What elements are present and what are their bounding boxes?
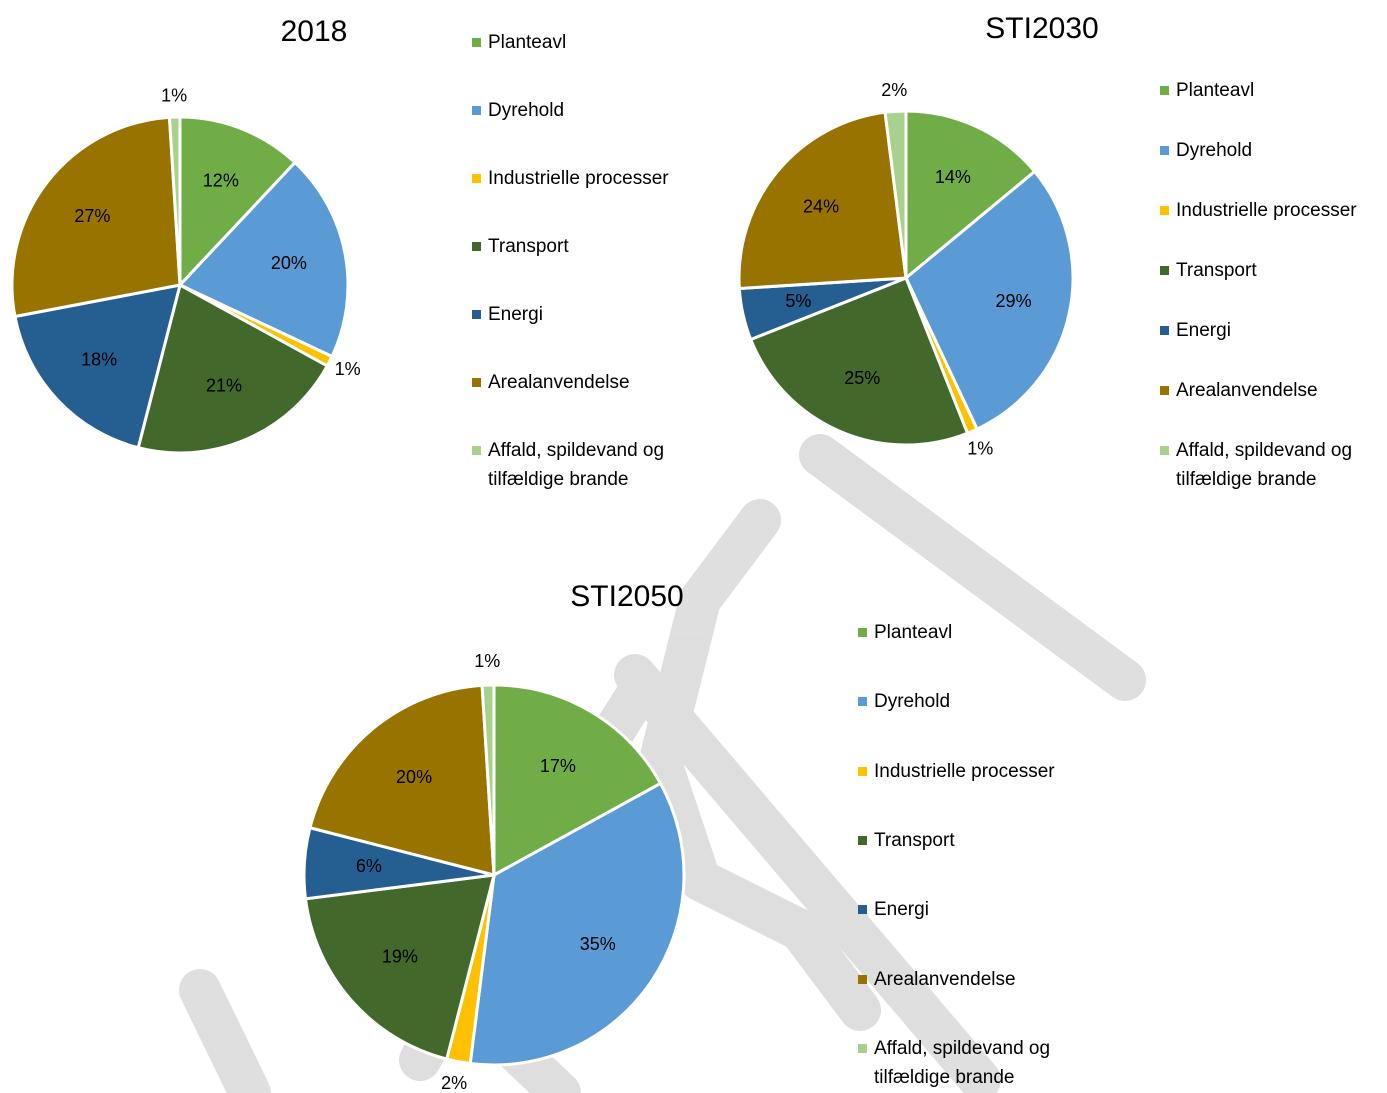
pie-slice bbox=[883, 109, 908, 279]
data-label: 24% bbox=[803, 196, 839, 216]
pie-slice bbox=[167, 115, 182, 286]
pie-slice bbox=[10, 115, 182, 319]
data-label: 1% bbox=[967, 438, 993, 458]
data-label: 2% bbox=[881, 80, 907, 100]
legend-swatch bbox=[858, 1043, 867, 1053]
chart-title: 2018 bbox=[281, 15, 348, 48]
pie-slice bbox=[303, 873, 497, 1061]
legend-swatch bbox=[1160, 206, 1169, 215]
pie-slice bbox=[468, 781, 686, 1067]
data-label: 17% bbox=[540, 756, 576, 776]
data-label: 1% bbox=[161, 86, 187, 106]
chart-title: STI2050 bbox=[570, 580, 683, 613]
data-label: 1% bbox=[335, 359, 361, 379]
chart-title: STI2030 bbox=[985, 12, 1098, 45]
legend-label: Industrielle processer bbox=[488, 168, 669, 189]
data-label: 19% bbox=[382, 947, 418, 967]
legend-swatch bbox=[1160, 326, 1169, 335]
legend-label: Transport bbox=[874, 829, 955, 851]
pie-slice bbox=[492, 683, 663, 878]
legend-label: Dyrehold bbox=[874, 691, 951, 713]
data-label: 25% bbox=[844, 368, 880, 388]
pie-slice bbox=[480, 683, 496, 876]
legend-swatch bbox=[472, 378, 481, 387]
legend-swatch bbox=[1160, 266, 1169, 275]
legend-label: Arealanvendelse bbox=[1176, 380, 1318, 401]
legend-label: Industrielle processer bbox=[874, 760, 1055, 782]
legend-label: Planteavl bbox=[874, 622, 953, 643]
legend-label: Dyrehold bbox=[488, 100, 565, 121]
legend-label: Affald, spildevand og tilfældige brande bbox=[874, 1037, 1051, 1088]
legend-swatch bbox=[472, 242, 481, 251]
legend-label: Dyrehold bbox=[1176, 140, 1253, 161]
data-label: 29% bbox=[996, 291, 1032, 311]
legend-label: Arealanvendelse bbox=[874, 968, 1016, 990]
legend-swatch bbox=[858, 697, 867, 707]
legend-swatch bbox=[1160, 446, 1169, 455]
legend-label: Planteavl bbox=[1176, 80, 1255, 101]
data-label: 6% bbox=[356, 856, 382, 876]
pie-slice bbox=[737, 110, 908, 291]
data-label: 14% bbox=[935, 167, 971, 187]
legend-label: Energi bbox=[488, 304, 543, 325]
pie-slice bbox=[177, 160, 350, 359]
data-label: 5% bbox=[785, 291, 811, 311]
pie-slice bbox=[13, 283, 183, 450]
data-label: 21% bbox=[206, 376, 242, 396]
legend-swatch bbox=[472, 446, 481, 455]
legend-label: Energi bbox=[874, 899, 929, 921]
pie-slice bbox=[904, 109, 1037, 282]
legend-swatch bbox=[858, 766, 867, 776]
legend-swatch bbox=[1160, 146, 1169, 155]
data-label: 2% bbox=[441, 1073, 467, 1093]
data-label: 1% bbox=[474, 651, 500, 671]
pie-slice bbox=[748, 276, 970, 447]
legend-label: Arealanvendelse bbox=[488, 372, 630, 393]
legend-swatch bbox=[858, 628, 867, 637]
legend-label: Transport bbox=[488, 236, 569, 257]
legend-label: Affald, spildevand og tilfældige brande bbox=[488, 440, 665, 490]
pie-slice bbox=[308, 683, 496, 877]
legend-label: Transport bbox=[1176, 260, 1257, 281]
data-label: 20% bbox=[396, 767, 432, 787]
legend-label: Planteavl bbox=[488, 32, 567, 53]
data-label: 35% bbox=[580, 934, 616, 954]
legend-swatch bbox=[472, 310, 481, 319]
legend-swatch bbox=[472, 38, 481, 47]
legend-swatch bbox=[858, 835, 867, 845]
data-label: 27% bbox=[74, 206, 110, 226]
legend-label: Energi bbox=[1176, 320, 1231, 341]
pie-slice bbox=[136, 282, 330, 455]
legend-label: Affald, spildevand og tilfældige brande bbox=[1176, 440, 1353, 490]
legend-swatch bbox=[1160, 386, 1169, 395]
legend-swatch bbox=[858, 905, 867, 915]
legend-label: Industrielle processer bbox=[1176, 200, 1357, 221]
data-label: 12% bbox=[203, 171, 239, 191]
legend-swatch bbox=[472, 174, 481, 183]
data-label: 18% bbox=[81, 350, 117, 370]
legend-swatch bbox=[858, 974, 867, 984]
pie-slice bbox=[178, 115, 298, 289]
data-label: 20% bbox=[271, 253, 307, 273]
legend-swatch bbox=[1160, 86, 1169, 95]
legend-swatch bbox=[472, 106, 481, 115]
